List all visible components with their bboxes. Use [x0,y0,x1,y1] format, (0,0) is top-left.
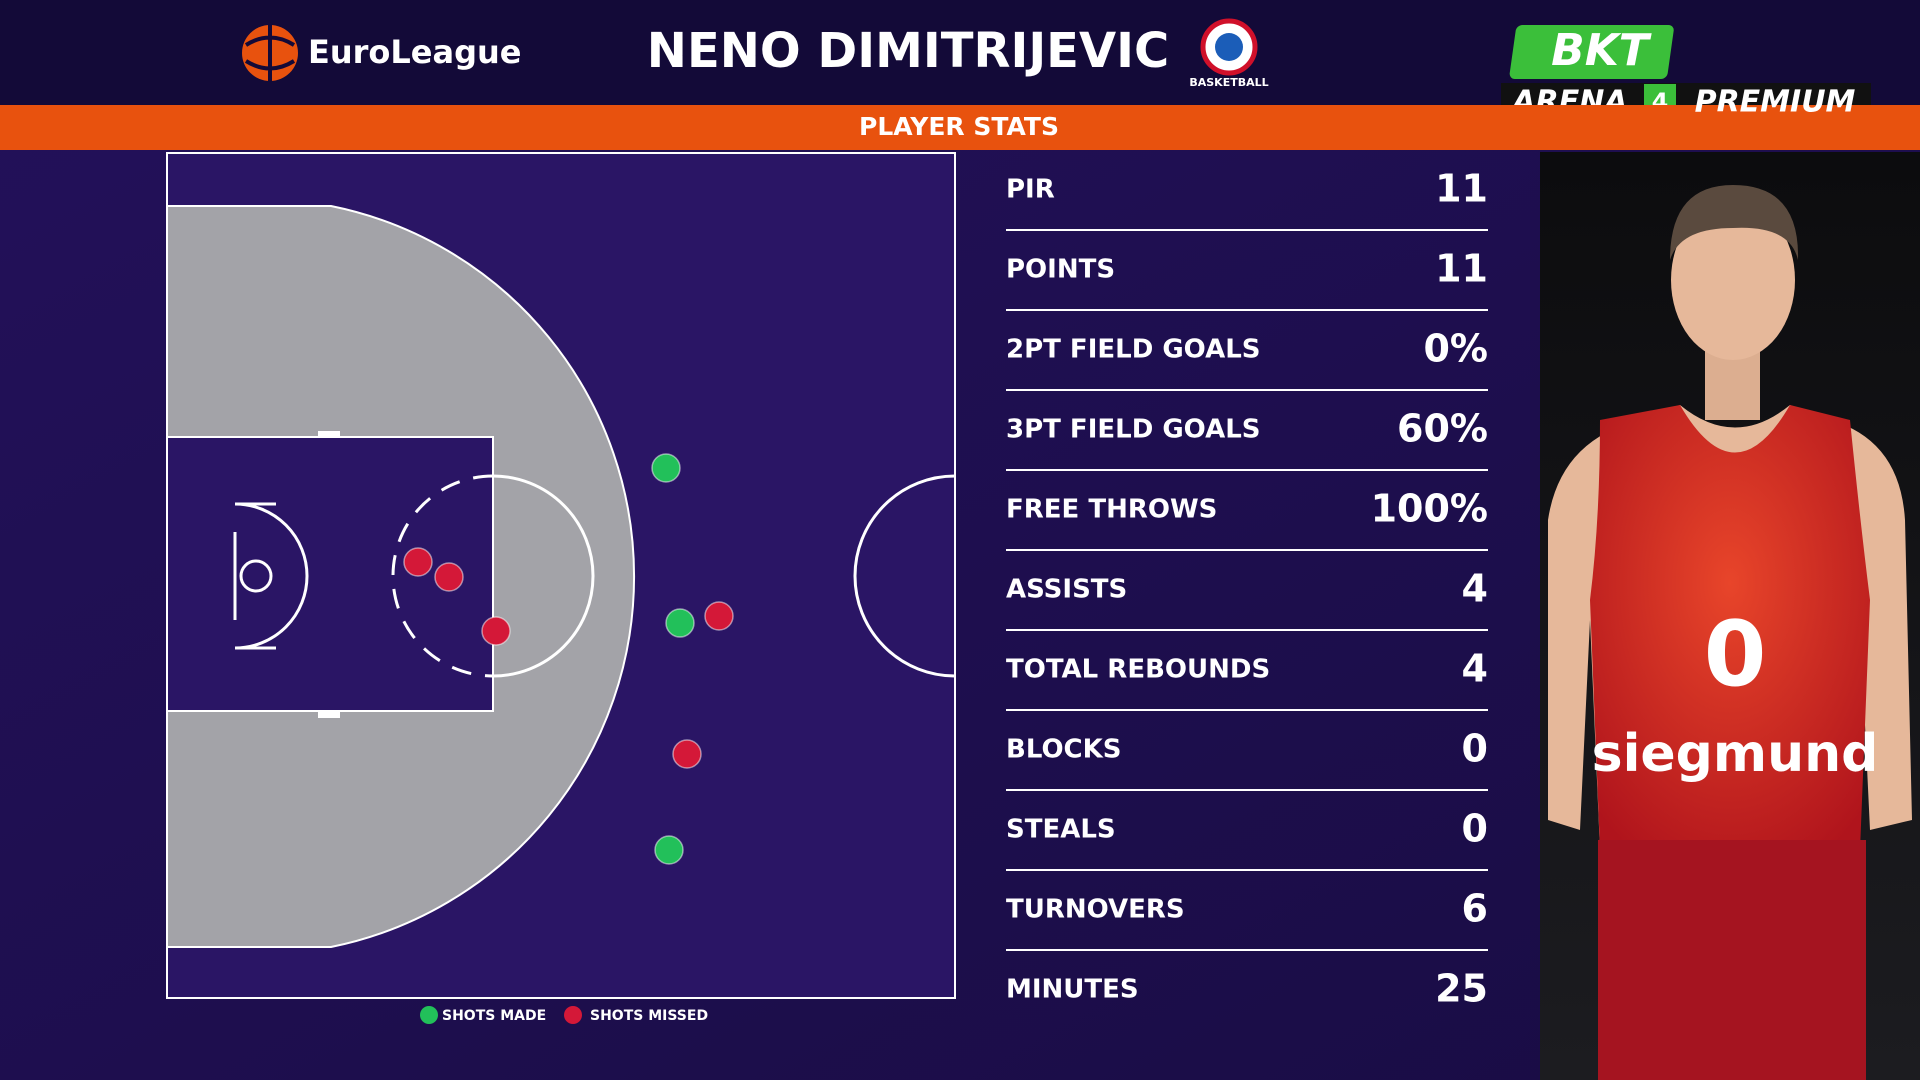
lane-mark [318,431,340,438]
stat-value: 4 [1462,567,1488,611]
shot-made [651,453,681,483]
stat-label: TURNOVERS [1006,895,1185,925]
stats-table: PIR 11 POINTS 11 2PT FIELD GOALS 0% 3PT FIELD … [1006,167,1488,1011]
shot-missed [403,547,433,577]
player-photo: 0 siegmund [1540,152,1920,1080]
legend-missed-swatch [564,1006,582,1024]
shot-missed [434,562,464,592]
stat-label: ASSISTS [1006,575,1127,605]
shot-missed [704,601,734,631]
stat-label: PIR [1006,175,1055,205]
shot-made [665,608,695,638]
shot-missed [481,616,511,646]
shot-chart: SHOTS MADE SHOTS MISSED [166,152,956,1024]
jersey [1590,405,1870,850]
stat-label: FREE THROWS [1006,495,1217,525]
club-caption: BASKETBALL [1189,76,1268,89]
stat-value: 60% [1397,407,1488,451]
channel-logo: BKT [1551,25,1652,76]
jersey-number: 0 [1704,602,1767,707]
center-circle [853,474,956,678]
legend-made-swatch [420,1006,438,1024]
brand-logo-lines [244,25,296,81]
stat-label: 3PT FIELD GOALS [1006,415,1261,445]
jersey-sponsor: siegmund [1592,724,1879,784]
free-throw-arc-dashed [391,474,494,678]
channel-tier: PREMIUM [1695,85,1856,120]
shorts [1598,840,1866,1080]
stat-label: MINUTES [1006,975,1139,1005]
stat-label: TOTAL REBOUNDS [1006,655,1270,685]
banner-title: PLAYER STATS [859,112,1059,141]
stat-value: 4 [1462,647,1488,691]
rim [239,559,273,593]
player-name: NENO DIMITRIJEVIC [647,23,1169,79]
legend-made: SHOTS MADE [442,1008,546,1024]
stat-value: 11 [1435,247,1488,291]
restricted-arc [234,502,309,650]
stat-label: POINTS [1006,255,1115,285]
free-throw-arc [492,474,595,678]
legend-missed: SHOTS MISSED [590,1008,708,1024]
shot-missed [672,739,702,769]
stat-value: 100% [1371,487,1488,531]
stat-value: 0% [1423,327,1488,371]
stat-value: 11 [1435,167,1488,211]
brand-name: EuroLeague [308,33,521,71]
shot-made [654,835,684,865]
stat-value: 6 [1462,887,1488,931]
stat-value: 0 [1462,807,1488,851]
stat-label: STEALS [1006,815,1116,845]
channel-logo-bg [1509,25,1674,79]
club-logo-center [1215,33,1243,61]
stat-value: 0 [1462,727,1488,771]
stat-value: 25 [1435,967,1488,1011]
stat-label: BLOCKS [1006,735,1122,765]
lane-mark [318,711,340,718]
hair [1670,185,1799,260]
banner [0,105,1920,150]
stat-label: 2PT FIELD GOALS [1006,335,1261,365]
head [1671,200,1795,360]
